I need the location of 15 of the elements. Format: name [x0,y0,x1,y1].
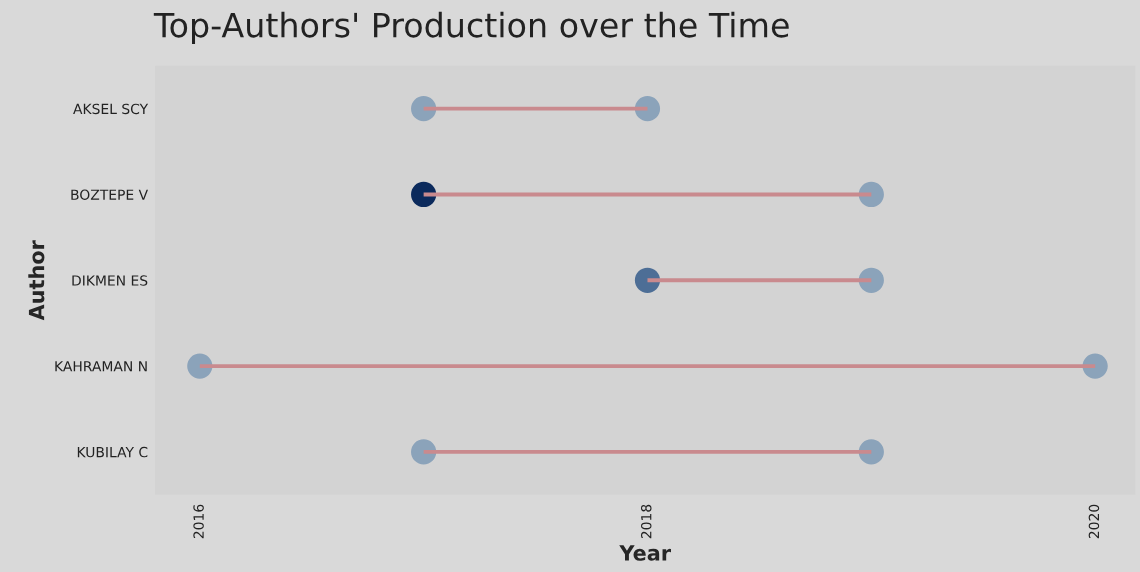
y-tick-label: BOZTEPE V [71,189,148,200]
y-tick-label: AKSEL SCY [73,103,149,115]
y-tick-label: KUBILAY C [77,446,148,458]
bar [423,106,648,111]
y-tick-label: KAHRAMAN N [55,361,147,372]
bar [423,449,872,454]
bar [647,278,872,283]
x-axis-title: Year [619,545,671,561]
x-tick-label: 2020 [1088,504,1100,539]
y-axis-title: Author [28,240,45,321]
x-tick-label: 2018 [641,504,652,539]
y-tick-label: DIKMEN ES [72,275,148,286]
bar [199,364,1096,369]
chart-title: Top-Authors' Production over the Time [153,11,789,45]
x-tick-label: 2016 [193,504,204,539]
